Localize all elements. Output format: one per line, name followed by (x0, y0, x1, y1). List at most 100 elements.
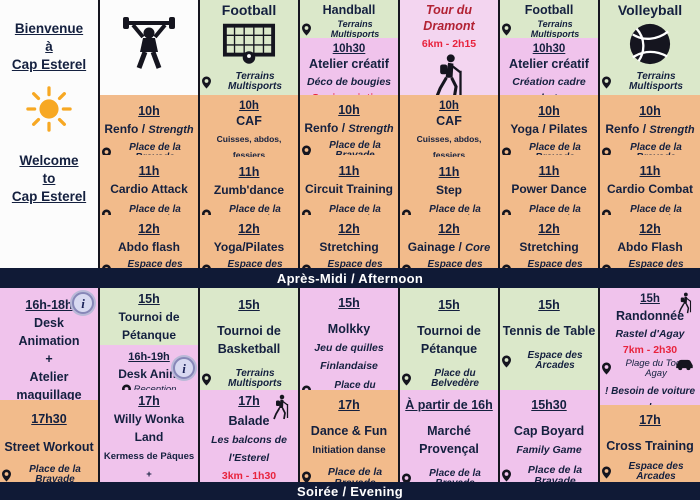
activity-line: 12h (538, 222, 560, 236)
activity-line: Abdo Flash (617, 239, 683, 254)
map-pin-icon (302, 385, 311, 390)
zumbdance-11h: 11h Zumb'dance Place de la Bravade (200, 157, 298, 215)
location-row: Terrains Multisports (202, 71, 296, 93)
activity-line: Création cadre photo (512, 75, 586, 95)
divider-afternoon: Après-Midi / Afternoon (0, 268, 700, 288)
activity-line: Tournoi de Pétanque (417, 323, 481, 356)
map-pin-icon (102, 209, 111, 215)
activity-line: Circuit Training (304, 181, 393, 196)
map-pin-icon (121, 384, 131, 390)
activity-line: Initiation danse (312, 444, 386, 456)
molkky-15h: 15h Molkky Jeu de quilles Finlandaise Place… (300, 288, 398, 390)
dance-and-fun-17h: 17h Dance & Fun Initiation danse Place de l… (300, 390, 398, 482)
morning-grid: Bienvenue à Cap Esterel Welcome to Cap Estere… (0, 0, 700, 268)
location-row: Place de la Bravade (502, 464, 596, 482)
activity-line: 16h-18h (25, 298, 73, 312)
activity-line: Welcome (19, 152, 79, 168)
activity-line: 15h (138, 292, 160, 306)
map-pin-icon (602, 466, 611, 479)
handball-header: Handball Terrains Multisports (300, 0, 398, 38)
activity-line: 12h (138, 222, 160, 236)
activity-line: 17h (338, 398, 360, 412)
activity-line: CAF (436, 114, 462, 129)
activity-line: Cuisses, abdos, fessiers (416, 133, 482, 157)
map-pin-icon (302, 264, 311, 268)
location-row: Place de la Bravade (102, 142, 196, 155)
map-pin-icon (202, 373, 211, 386)
map-pin-icon (502, 264, 511, 268)
activity-line: 15h30 (531, 398, 567, 412)
activity-line: 15h (238, 298, 260, 312)
day-column: 15h Molkky Jeu de quilles Finlandaise Place… (300, 288, 400, 482)
activity-line: Renfo / Strength (304, 120, 394, 135)
activity-line: Step (435, 182, 462, 197)
activity-line: Les balcons de l'Esterel (211, 433, 287, 464)
activity-line: 11h (138, 164, 160, 178)
activity-line: Gainage / Core (407, 239, 491, 254)
activity-line: Dance & Fun (310, 423, 388, 438)
step-11h: 11h Step Place de la Bravade (400, 157, 498, 215)
tennis-de-table-15h: 15h Tennis de Table Espace des Arcades (500, 288, 598, 390)
day-column: 15h Tournoi de Basketball Terrains Multisp… (200, 288, 300, 482)
activity-line: 17h (639, 413, 661, 427)
activity-line: 12h (639, 222, 661, 236)
location-row: Place de la Bravade (202, 204, 296, 215)
activity-line: 10h (639, 104, 661, 118)
activity-line: Cap Boyard (513, 423, 585, 438)
welcome-panel: Bienvenue à Cap Esterel Welcome to Cap Estere… (0, 0, 98, 268)
car-icon (675, 354, 695, 374)
randonnee-15h: 15h Randonnée Rastel d'Agay 7km - 2h30 Plage… (600, 288, 700, 405)
activity-line: Zumb'dance (213, 182, 285, 197)
map-pin-icon (602, 209, 611, 215)
map-pin-icon (502, 469, 511, 482)
activity-line: Tournoi de Pétanque (118, 309, 180, 342)
gainage-12h: 12h Gainage / Core Espace des Arcades (400, 215, 498, 268)
activity-line: Football (524, 3, 574, 17)
location-row: Reception (102, 384, 196, 390)
activity-line: À partir de 16h (405, 398, 493, 412)
map-pin-icon (402, 264, 411, 268)
map-pin-icon (502, 355, 511, 368)
location-row: Place de la Bravade (602, 204, 698, 215)
activity-line: Yoga/Pilates (213, 239, 285, 254)
location-row: Place du Belvedère (402, 368, 496, 390)
activity-line: ! Besoin de voiture ! (604, 385, 695, 405)
map-pin-icon (602, 147, 611, 155)
activity-line: Willy Wonka Land (113, 411, 185, 444)
hiker-icon (402, 53, 496, 95)
location-row: Espace des Arcades (602, 259, 698, 268)
desk-animation-16h: i16h-18hDeskAnimation+AteliermaquillageR… (0, 288, 98, 400)
divider-evening: Soirée / Evening (0, 482, 700, 500)
day-column: Football Terrains Multisports 10h CAF Cuisse… (200, 0, 300, 268)
map-pin-icon (102, 147, 111, 155)
location-row: Terrains Multisports (602, 71, 698, 93)
map-pin-icon (502, 147, 511, 155)
activity-line: to (42, 170, 56, 186)
map-pin-icon (402, 473, 411, 482)
day-column: Football Terrains Multisports 10h30 Atelier… (500, 0, 600, 268)
day-column: Handball Terrains Multisports 10h30 Atelier… (300, 0, 400, 268)
desk-anim-16h19h: i 16h-19h Desk Anim Reception (100, 345, 198, 390)
activity-line: à (45, 38, 53, 54)
activity-line: Balade (228, 413, 270, 428)
football-header: Football Terrains Multisports (200, 0, 298, 95)
goal-icon (202, 22, 296, 66)
location-row: Espace des Arcades (502, 259, 596, 268)
marche-provencal-16h: À partir de 16h Marché Provençal Place de … (400, 390, 498, 482)
location-row: Espace des Arcades (302, 259, 396, 268)
location-row: Place de la Bravade (2, 464, 96, 482)
atelier-creatif-10h30: 10h30 Atelier créatif Création cadre photo… (500, 38, 598, 95)
map-pin-icon (302, 209, 311, 215)
hiker-icon (268, 394, 294, 420)
activity-line: 15h (338, 296, 360, 310)
abdo-flash-12h: 12h Abdo Flash Espace des Arcades (600, 215, 700, 268)
activity-line: Stretching (519, 239, 579, 254)
activity-line: 10h30 (332, 43, 366, 55)
activity-line: Abdo flash (118, 239, 180, 254)
street-workout-17h30: 17h30 Street Workout Place de la Bravade (0, 400, 98, 482)
activity-line: 10h (439, 100, 459, 112)
activity-line: 10h (338, 103, 360, 117)
